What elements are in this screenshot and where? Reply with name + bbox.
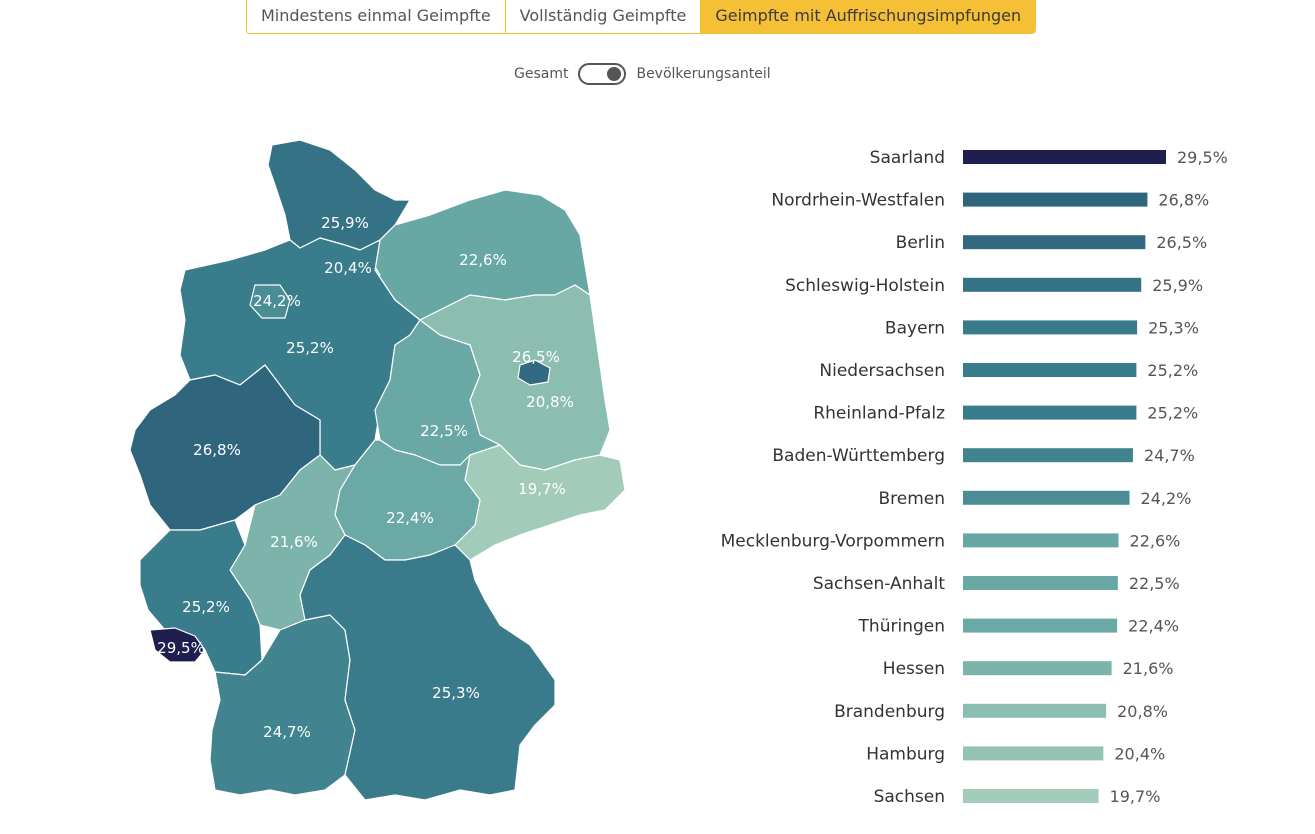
bar-value-label: 24,2%: [1141, 489, 1192, 508]
map-label-saarland: 29,5%: [157, 639, 205, 657]
ranking-bar-chart: Saarland 29,5% Nordrhein-Westfalen 26,8% Ber…: [721, 148, 1228, 807]
bar[interactable]: [963, 235, 1146, 250]
map-label-baden-wuerttemberg: 24,7%: [263, 723, 311, 741]
bar-category-label: Niedersachsen: [819, 361, 945, 381]
tab-auffrischung[interactable]: Geimpfte mit Auffrischungsimpfungen: [701, 0, 1036, 33]
bar-value-label: 20,4%: [1114, 744, 1165, 763]
bar[interactable]: [963, 576, 1118, 590]
bar-category-label: Sachsen-Anhalt: [813, 574, 945, 594]
map-label-sachsen: 19,7%: [518, 480, 566, 498]
bar-value-label: 29,5%: [1177, 148, 1228, 167]
tab-mindestens-einmal[interactable]: Mindestens einmal Geimpfte: [247, 0, 506, 33]
bar-value-label: 22,6%: [1130, 531, 1181, 550]
bar-category-label: Sachsen: [874, 787, 945, 807]
map-label-bremen: 24,2%: [253, 292, 301, 310]
bar[interactable]: [963, 746, 1104, 761]
bar-value-label: 26,5%: [1156, 233, 1207, 252]
bar[interactable]: [963, 661, 1112, 676]
map-label-sachsen-anhalt: 22,5%: [420, 422, 468, 440]
bar-value-label: 22,5%: [1129, 574, 1180, 593]
region-bayern[interactable]: [299, 534, 556, 801]
region-berlin[interactable]: [517, 359, 551, 386]
bar-category-label: Rheinland-Pfalz: [813, 404, 945, 424]
bar[interactable]: [963, 703, 1107, 718]
map-label-rheinland-pfalz: 25,2%: [182, 598, 230, 616]
bar[interactable]: [963, 363, 1137, 377]
map-label-thueringen: 22,4%: [386, 509, 434, 527]
bar-value-label: 22,4%: [1128, 617, 1179, 636]
bar-value-label: 19,7%: [1110, 787, 1161, 806]
map-label-mecklenburg-vorpommern: 22,6%: [459, 251, 507, 269]
bar-value-label: 25,3%: [1148, 318, 1199, 337]
bar[interactable]: [963, 150, 1166, 164]
tab-vollstaendig[interactable]: Vollständig Geimpfte: [505, 0, 702, 33]
bar[interactable]: [963, 405, 1137, 420]
bar-category-label: Bayern: [885, 318, 945, 338]
bar-category-label: Berlin: [896, 233, 945, 253]
bar-value-label: 25,9%: [1152, 276, 1203, 295]
bar-category-label: Mecklenburg-Vorpommern: [721, 531, 945, 551]
bar[interactable]: [963, 277, 1142, 292]
bar-value-label: 26,8%: [1158, 191, 1209, 210]
bar-value-label: 25,2%: [1147, 404, 1198, 423]
metric-tabs: Mindestens einmal Geimpfte Vollständig G…: [246, 0, 1037, 34]
bar-category-label: Hamburg: [866, 744, 945, 764]
bar-category-label: Saarland: [870, 148, 945, 168]
bar-value-label: 24,7%: [1144, 446, 1195, 465]
map-label-hessen: 21,6%: [270, 533, 318, 551]
region-bremen[interactable]: [249, 284, 291, 319]
bar-category-label: Brandenburg: [834, 702, 945, 722]
map-label-niedersachsen: 25,2%: [286, 339, 334, 357]
map-label-bayern: 25,3%: [432, 684, 480, 702]
toggle-knob: [607, 67, 622, 81]
bar-value-label: 21,6%: [1123, 659, 1174, 678]
bar[interactable]: [963, 320, 1138, 335]
bar-value-label: 25,2%: [1147, 361, 1198, 380]
map-label-nordrhein-westfalen: 26,8%: [193, 441, 241, 459]
bar[interactable]: [963, 618, 1118, 633]
map-label-brandenburg: 20,8%: [526, 393, 574, 411]
toggle-label-gesamt: Gesamt: [514, 66, 569, 82]
bar-category-label: Bremen: [878, 489, 945, 509]
mode-toggle-row: Gesamt Bevölkerungsanteil: [514, 63, 771, 85]
mode-toggle[interactable]: [578, 63, 627, 85]
region-saarland[interactable]: [149, 627, 206, 663]
bar[interactable]: [963, 448, 1133, 463]
bar[interactable]: [963, 490, 1130, 505]
germany-map: 25,9% 20,4% 22,6% 24,2% 25,2% 26,5% 20,8…: [129, 139, 626, 801]
bar[interactable]: [963, 192, 1148, 207]
map-value-labels: 25,9% 20,4% 22,6% 24,2% 25,2% 26,5% 20,8…: [157, 214, 574, 741]
toggle-label-anteil: Bevölkerungsanteil: [636, 66, 771, 82]
bar[interactable]: [963, 789, 1099, 803]
map-label-berlin: 26,5%: [512, 348, 560, 366]
bar-value-label: 20,8%: [1117, 702, 1168, 721]
map-label-schleswig-holstein: 25,9%: [321, 214, 369, 232]
bar-category-label: Schleswig-Holstein: [785, 276, 945, 296]
bar-category-label: Thüringen: [858, 617, 945, 637]
bar-category-label: Nordrhein-Westfalen: [771, 191, 945, 211]
bar[interactable]: [963, 533, 1119, 548]
bar-category-label: Baden-Württemberg: [772, 446, 945, 466]
bar-category-label: Hessen: [883, 659, 945, 679]
map-label-hamburg: 20,4%: [324, 259, 372, 277]
